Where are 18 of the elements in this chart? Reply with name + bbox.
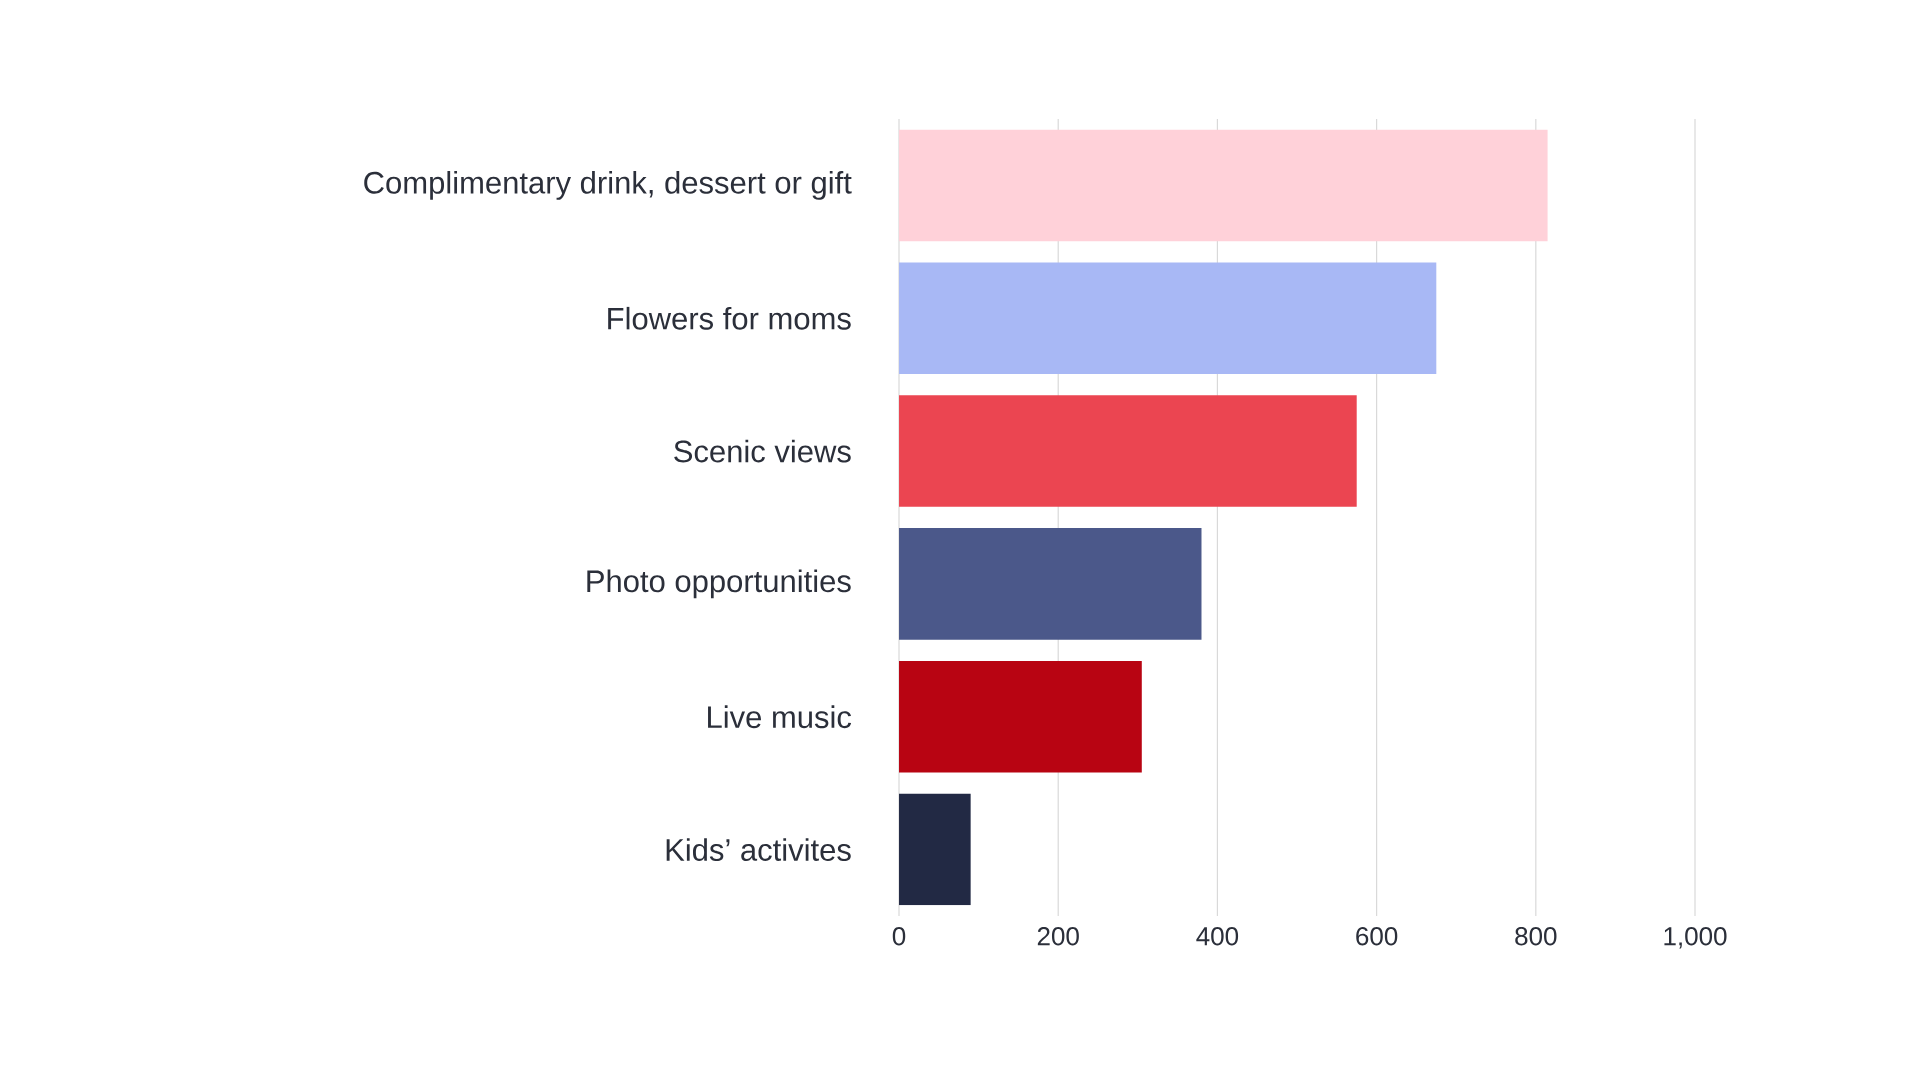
y-tick-label: Live music bbox=[708, 705, 852, 729]
bar bbox=[899, 528, 1202, 640]
x-tick-label: 200 bbox=[1037, 927, 1079, 946]
y-tick-label: Scenic views bbox=[674, 439, 851, 463]
x-tick-label: 0 bbox=[892, 927, 906, 946]
bar bbox=[899, 395, 1357, 507]
y-tick-label: Complimentary drink, dessert or gift bbox=[364, 170, 852, 200]
bar bbox=[899, 262, 1437, 375]
x-tick-label: 400 bbox=[1196, 927, 1239, 946]
x-tick-label: 1,000 bbox=[1664, 927, 1727, 949]
bar bbox=[899, 793, 971, 906]
x-tick-label: 800 bbox=[1515, 927, 1557, 946]
x-tick-label: 600 bbox=[1356, 927, 1398, 946]
y-tick-label: Kids’ activites bbox=[666, 838, 851, 861]
bar bbox=[899, 129, 1548, 242]
bar bbox=[899, 660, 1142, 773]
y-tick-label: Photo opportunities bbox=[587, 569, 851, 599]
y-tick-label: Flowers for moms bbox=[608, 306, 851, 330]
